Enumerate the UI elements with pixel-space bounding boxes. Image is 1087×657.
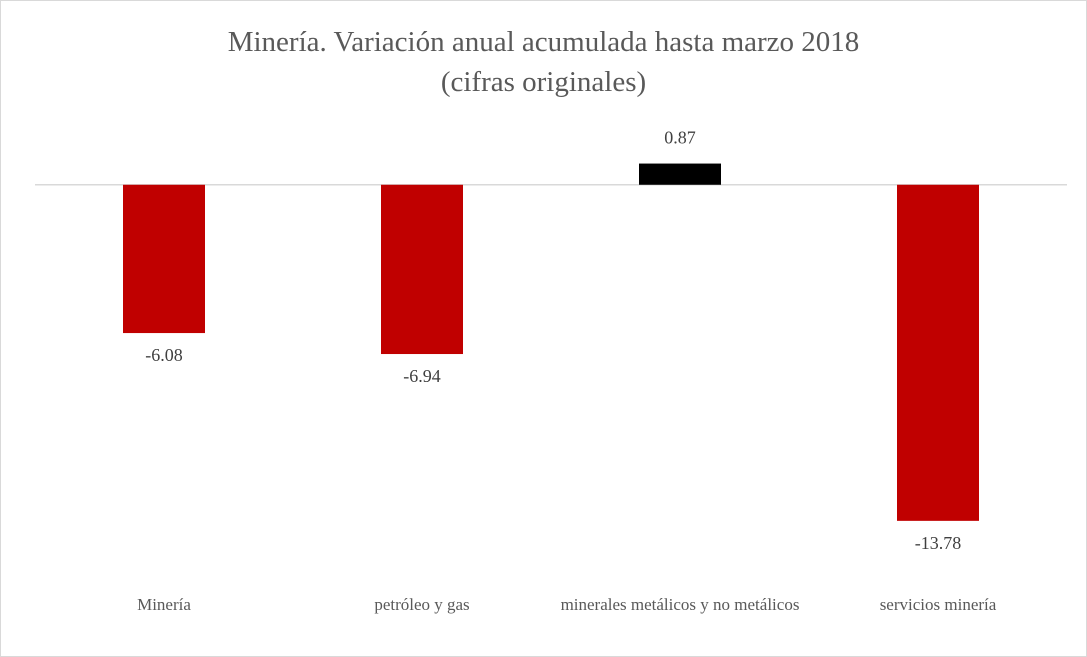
data-label: 0.87 [664,128,696,148]
data-label: -6.94 [403,366,441,386]
chart-title: Minería. Variación anual acumulada hasta… [227,26,860,98]
bar [123,184,205,334]
bar [639,163,721,185]
data-label: -13.78 [915,533,962,553]
bar [897,184,979,521]
x-tick-label: minerales metálicos y no metálicos [560,595,800,614]
bar [381,184,463,355]
x-tick-label: petróleo y gas [374,595,470,614]
data-label: -6.08 [145,345,183,365]
x-tick-label: Minería [137,595,191,614]
x-tick-label: servicios minería [879,595,997,614]
